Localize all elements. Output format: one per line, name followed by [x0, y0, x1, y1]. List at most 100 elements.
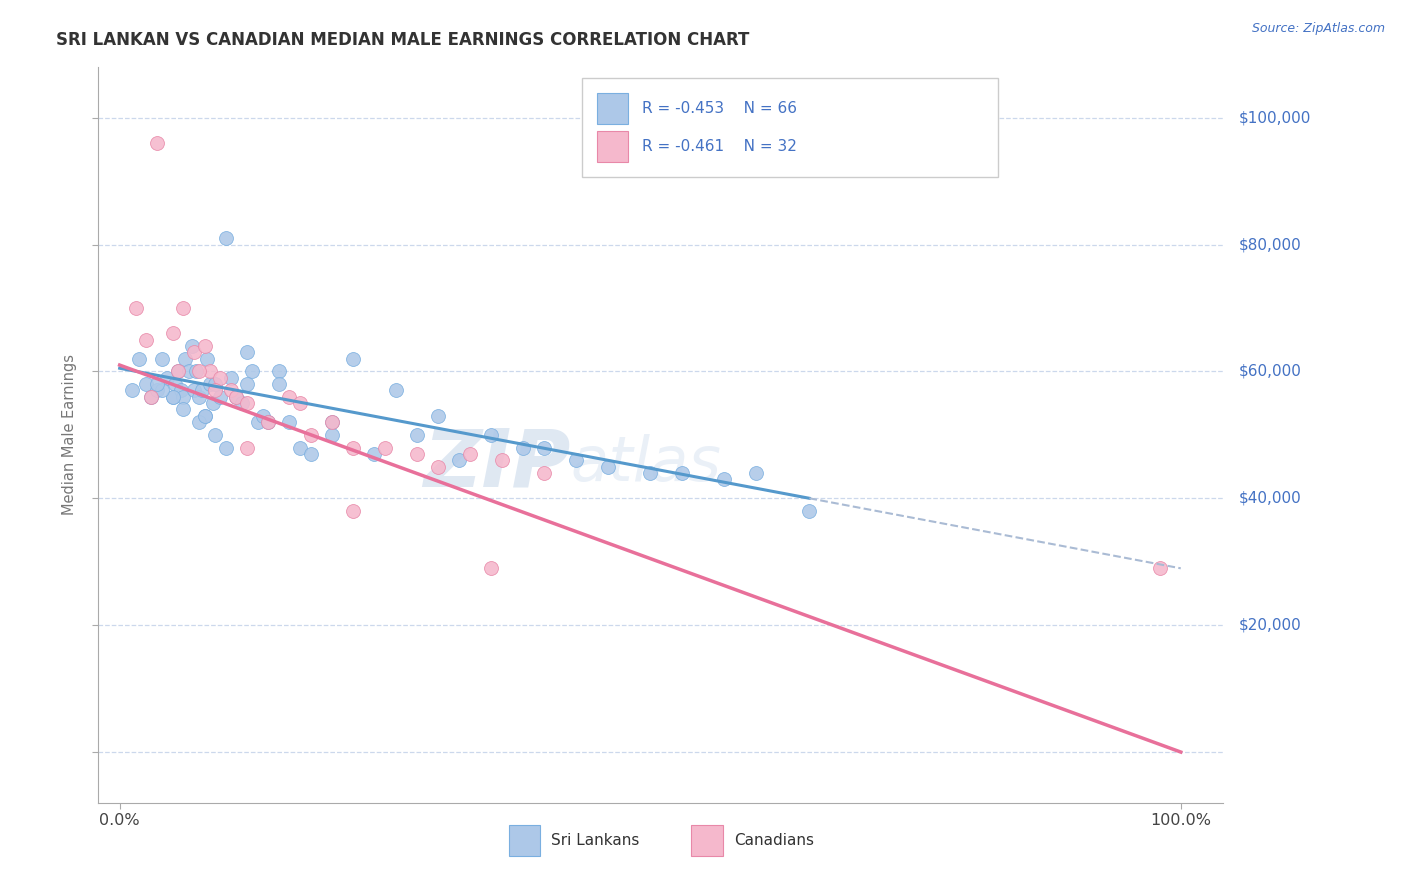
Text: SRI LANKAN VS CANADIAN MEDIAN MALE EARNINGS CORRELATION CHART: SRI LANKAN VS CANADIAN MEDIAN MALE EARNI… [56, 31, 749, 49]
Point [596, 459, 619, 474]
Point [799, 504, 821, 518]
Point [184, 364, 207, 378]
Text: R = -0.461    N = 32: R = -0.461 N = 32 [641, 139, 797, 154]
Point [146, 384, 169, 398]
Point [257, 415, 280, 429]
Text: ZIP: ZIP [423, 425, 571, 503]
Point [215, 231, 238, 245]
Point [167, 364, 190, 378]
Point [479, 427, 502, 442]
Text: Canadians: Canadians [734, 833, 814, 847]
Text: $60,000: $60,000 [1239, 364, 1302, 379]
Point [183, 384, 205, 398]
Point [163, 377, 186, 392]
Point [299, 427, 322, 442]
Point [246, 415, 269, 429]
Point [1149, 561, 1171, 575]
Point [219, 384, 242, 398]
Point [198, 377, 221, 392]
Point [172, 402, 194, 417]
Point [162, 390, 184, 404]
Point [236, 377, 259, 392]
Text: $20,000: $20,000 [1239, 617, 1302, 632]
Point [533, 466, 555, 480]
Point [267, 364, 290, 378]
Point [188, 364, 211, 378]
Point [121, 384, 143, 398]
Point [188, 390, 211, 404]
Point [491, 453, 513, 467]
Point [321, 427, 343, 442]
Point [638, 466, 661, 480]
Point [458, 447, 481, 461]
Point [162, 390, 184, 404]
Point [236, 396, 259, 410]
Text: $100,000: $100,000 [1239, 110, 1312, 125]
Point [479, 561, 502, 575]
Bar [596, 131, 628, 161]
Point [240, 364, 263, 378]
Point [215, 441, 238, 455]
Point [745, 466, 768, 480]
Point [177, 364, 200, 378]
Point [183, 345, 205, 359]
Bar [596, 93, 628, 124]
Point [267, 377, 290, 392]
Point [252, 409, 274, 423]
Point [236, 441, 259, 455]
Point [236, 345, 259, 359]
Point [405, 447, 427, 461]
Point [146, 136, 169, 150]
Point [198, 364, 221, 378]
Point [209, 370, 232, 384]
Point [204, 384, 226, 398]
Point [219, 370, 242, 384]
Point [405, 427, 427, 442]
Point [150, 384, 173, 398]
Point [449, 453, 471, 467]
Point [225, 390, 247, 404]
Point [172, 390, 194, 404]
Point [374, 441, 396, 455]
Point [150, 351, 173, 366]
Point [191, 384, 214, 398]
Point [713, 472, 735, 486]
Point [128, 351, 150, 366]
Point [209, 390, 232, 404]
Point [342, 441, 364, 455]
Point [565, 453, 588, 467]
Point [162, 326, 184, 341]
Bar [692, 825, 723, 855]
Point [204, 427, 226, 442]
Text: $80,000: $80,000 [1239, 237, 1302, 252]
Point [172, 301, 194, 315]
Point [193, 409, 215, 423]
Point [363, 447, 385, 461]
Text: $40,000: $40,000 [1239, 491, 1302, 506]
Point [427, 409, 450, 423]
Text: R = -0.453    N = 66: R = -0.453 N = 66 [641, 101, 797, 116]
Point [321, 415, 343, 429]
Text: Source: ZipAtlas.com: Source: ZipAtlas.com [1251, 22, 1385, 36]
Point [193, 409, 215, 423]
Point [225, 390, 247, 404]
Point [321, 415, 343, 429]
Point [512, 441, 534, 455]
Point [231, 396, 253, 410]
Point [156, 370, 179, 384]
Point [135, 377, 157, 392]
Y-axis label: Median Male Earnings: Median Male Earnings [62, 354, 77, 516]
Point [180, 339, 202, 353]
Bar [509, 825, 540, 855]
Point [174, 351, 197, 366]
Point [278, 415, 301, 429]
Point [135, 333, 157, 347]
Point [533, 441, 555, 455]
FancyBboxPatch shape [582, 78, 998, 178]
Point [195, 351, 218, 366]
Text: Sri Lankans: Sri Lankans [551, 833, 638, 847]
Point [288, 396, 311, 410]
Point [141, 390, 163, 404]
Point [141, 390, 163, 404]
Point [671, 466, 693, 480]
